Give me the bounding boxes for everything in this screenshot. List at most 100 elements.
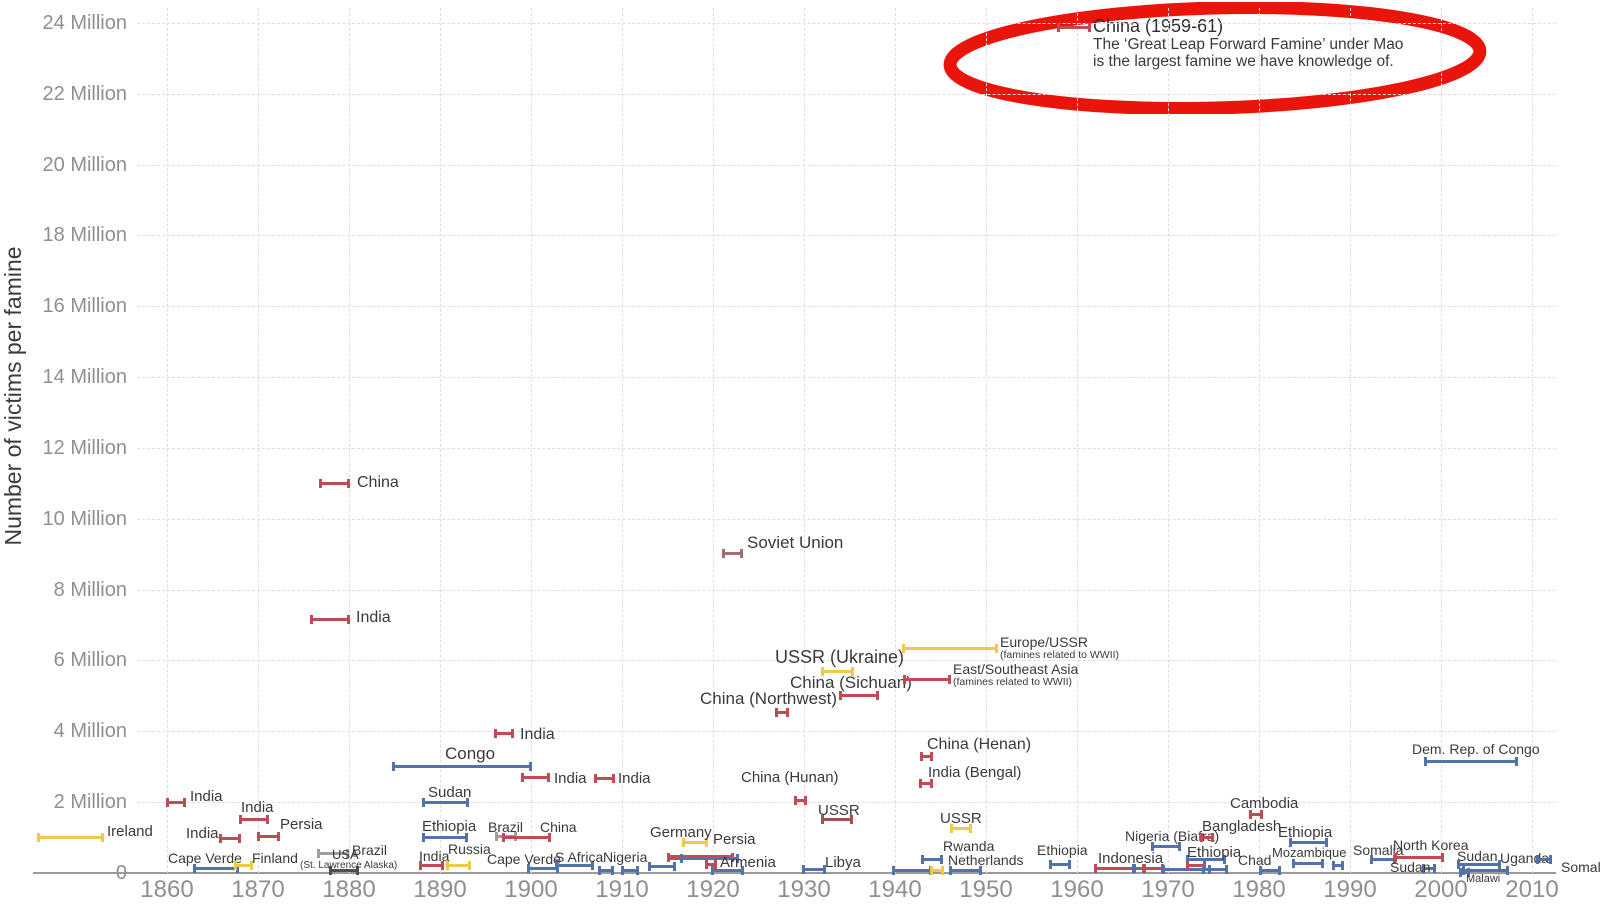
famine-label-persia-1917: Persia [713, 831, 756, 848]
x-tick-label-1940: 1940 [868, 876, 922, 903]
y-tick-label-4m: 4 Million [53, 720, 127, 743]
famine-range-ussr-ukraine [821, 667, 855, 677]
annotation-text-line2: The ‘Great Leap Forward Famine’ under Ma… [1093, 36, 1404, 53]
famine-range-cape-verde-1863 [193, 863, 239, 873]
y-tick-label-10m: 10 Million [42, 507, 127, 530]
famine-label-ireland: Ireland [107, 823, 153, 840]
x-tick-label-1960: 1960 [1050, 876, 1104, 903]
famine-range-armenia [711, 866, 744, 876]
famine-label-india-1907: India [618, 770, 651, 787]
y-tick-label-18m: 18 Million [42, 224, 127, 247]
famine-sublabel-east-se-asia-wwii: (famines related to WWII) [953, 676, 1073, 688]
famine-label-cape-verde-1863: Cape Verde [168, 850, 242, 866]
famine-label-rwanda: Rwanda [943, 838, 995, 854]
famine-range-unlabeled-1944 [930, 865, 945, 875]
famine-label-bangladesh: Bangladesh [1202, 818, 1282, 835]
famine-label-indonesia-a: Indonesia [1098, 850, 1164, 867]
famine-label-north-korea: North Korea [1393, 837, 1469, 853]
famine-range-ethiopia-1888 [421, 833, 468, 843]
famine-label-sudan-1888: Sudan [428, 784, 472, 801]
x-tick-label-2000: 2000 [1414, 876, 1468, 903]
famine-label-persia-1870: Persia [280, 816, 323, 833]
famine-range-india-1899 [520, 772, 551, 782]
y-tick-label-8m: 8 Million [53, 578, 127, 601]
famine-label-china-northwest: China (Northwest) [700, 689, 837, 708]
famine-label-ethiopia-1958: Ethiopia [1037, 842, 1088, 858]
famine-range-europe-ussr-wwii [902, 644, 998, 654]
gridline-vertical-1970 [1168, 8, 1169, 873]
famine-label-finland: Finland [252, 850, 298, 866]
famine-label-malawi: Malawi [1466, 873, 1501, 885]
famine-range-netherlands [948, 865, 983, 875]
gridline-horizontal-8m [137, 589, 1556, 591]
famine-label-sudan-1998: Sudan [1390, 859, 1431, 875]
famine-range-brazil-1877 [317, 848, 350, 858]
annotation-ellipse [943, 2, 1487, 114]
x-tick-label-1870: 1870 [231, 876, 285, 903]
famine-label-sudan-2002: Sudan [1457, 848, 1498, 864]
famine-range-sudan-1998 [1421, 863, 1436, 873]
annotation-text-line3: is the largest famine we have knowledge … [1093, 53, 1394, 70]
x-tick-label-1900: 1900 [504, 876, 558, 903]
famine-label-europe-ussr-wwii: Europe/USSR [1000, 634, 1088, 650]
gridline-horizontal-24m [137, 22, 1556, 24]
famine-range-ethiopia-1972 [1186, 855, 1227, 865]
gridline-horizontal-10m [137, 518, 1556, 520]
y-tick-label-20m: 20 Million [42, 153, 127, 176]
famine-range-china-1877 [318, 478, 351, 488]
famine-label-armenia: Armenia [720, 854, 776, 871]
famine-label-congo: Congo [445, 744, 496, 763]
famine-label-s-africa: S Africa [555, 849, 604, 865]
famine-label-china-henan: China (Henan) [927, 736, 1032, 753]
famine-label-chad: Chad [1238, 852, 1272, 868]
famine-label-mozambique: Mozambique [1272, 845, 1347, 860]
y-tick-label-16m: 16 Million [42, 295, 127, 318]
famine-range-unlabeled-1973 [1202, 864, 1228, 874]
famine-range-unlabeled-1988 [1331, 861, 1344, 871]
famine-range-nigeria-biafra [1150, 841, 1182, 851]
gridline-horizontal-20m [137, 164, 1556, 166]
gridline-horizontal-12m [137, 447, 1556, 449]
famine-label-ethiopia-1972: Ethiopia [1187, 844, 1242, 861]
famine-range-india-1888 [418, 861, 444, 871]
x-tick-label-1980: 1980 [1232, 876, 1286, 903]
famine-label-somalia-2011: Somalia [1561, 859, 1600, 875]
famine-label-india-1876: India [356, 609, 391, 626]
famine-label-ussr-1932: USSR [818, 802, 860, 819]
x-tick-label-1950: 1950 [959, 876, 1013, 903]
x-tick-label-1990: 1990 [1323, 876, 1377, 903]
x-tick-label-1920: 1920 [686, 876, 740, 903]
gridline-vertical-1940 [895, 8, 896, 873]
famine-label-china-sichuan: China (Sichuan) [790, 673, 912, 692]
famine-label-cape-verde-1900: Cape Verde [487, 851, 561, 867]
famine-range-india-1869 [238, 815, 270, 825]
famine-range-nigeria-1910 [620, 866, 640, 876]
famine-label-nigeria-biafra: Nigeria (Biafra) [1125, 828, 1220, 844]
famine-label-nigeria-1910: Nigeria [603, 849, 648, 865]
gridline-vertical-1990 [1350, 8, 1351, 873]
y-tick-label-22m: 22 Million [42, 82, 127, 105]
x-tick-label-1890: 1890 [413, 876, 467, 903]
gridline-horizontal-22m [137, 93, 1556, 95]
y-tick-label-12m: 12 Million [42, 436, 127, 459]
famine-label-brazil-1897: Brazil [488, 819, 524, 835]
famine-range-unlabeled-1919 [704, 859, 717, 869]
famine-range-persia-1870 [257, 832, 280, 842]
gridline-vertical-1910 [622, 8, 623, 873]
famine-range-china-sichuan [839, 691, 879, 701]
gridline-horizontal-18m [137, 235, 1556, 237]
famine-range-north-korea [1393, 852, 1445, 862]
x-tick-label-1930: 1930 [777, 876, 831, 903]
famine-label-brazil-1877: Brazil [352, 842, 388, 858]
y-tick-label-2m: 2 Million [53, 791, 127, 814]
famine-label-east-se-asia-wwii: East/Southeast Asia [953, 661, 1079, 677]
famine-label-india-bengal: India (Bengal) [928, 764, 1022, 781]
famine-range-unlabeled-1916 [680, 854, 740, 864]
gridline-vertical-1860 [167, 8, 168, 873]
famine-range-china-hunan [793, 795, 807, 805]
famine-label-ethiopia-1983: Ethiopia [1278, 824, 1333, 841]
famine-range-china-henan [920, 752, 934, 762]
x-tick-label-1860: 1860 [140, 876, 194, 903]
famine-range-indonesia-c [1142, 863, 1165, 873]
